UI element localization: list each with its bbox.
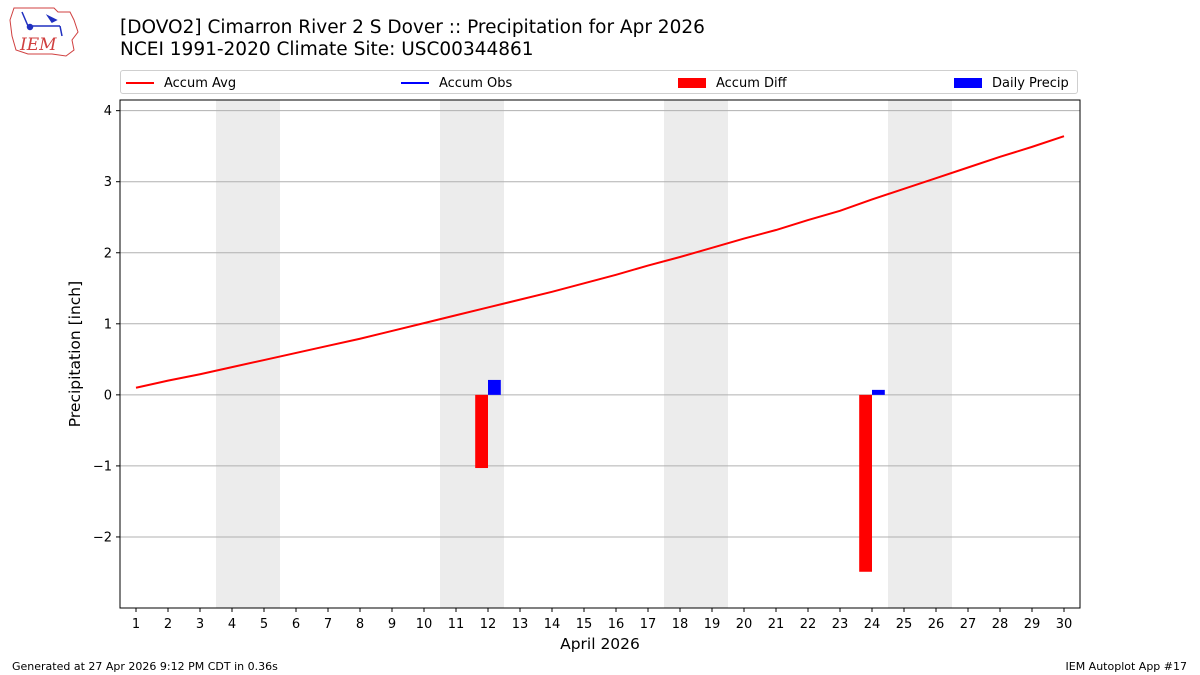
x-tick-label: 9 — [388, 617, 396, 632]
legend-label-accum-avg: Accum Avg — [164, 75, 237, 91]
x-tick-label: 27 — [960, 617, 977, 632]
logo-text: IEM — [19, 35, 57, 55]
y-tick-label: −1 — [93, 459, 112, 474]
weekend-shade-1 — [216, 100, 280, 608]
grid-lines — [120, 110, 1080, 538]
x-tick-label: 7 — [324, 617, 332, 632]
chart-title: [DOVO2] Cimarron River 2 S Dover :: Prec… — [120, 17, 705, 61]
y-tick-label: 0 — [104, 388, 112, 403]
app-label: IEM Autoplot App #17 — [1065, 660, 1188, 673]
legend-label-daily-precip: Daily Precip — [992, 75, 1069, 91]
generated-timestamp: Generated at 27 Apr 2026 9:12 PM CDT in … — [12, 660, 278, 673]
iem-logo: IEM — [9, 7, 79, 57]
x-tick-label: 25 — [896, 617, 913, 632]
x-tick-label: 1 — [132, 617, 140, 632]
x-tick-label: 4 — [228, 617, 236, 632]
x-tick-label: 6 — [292, 617, 300, 632]
legend-item-accum-diff: Accum Diff — [678, 74, 787, 92]
weather-station-icon — [21, 11, 63, 37]
legend-item-accum-obs: Accum Obs — [401, 74, 512, 92]
bar-series — [475, 379, 885, 572]
y-tick-label: 3 — [104, 175, 112, 190]
title-line-2: NCEI 1991-2020 Climate Site: USC00344861 — [120, 39, 534, 60]
legend-swatch-accum-obs — [401, 82, 429, 84]
x-tick-label: 15 — [576, 617, 593, 632]
bar-daily-precip-day-24 — [872, 389, 885, 395]
weekend-shade-4 — [888, 100, 952, 608]
x-tick-label: 11 — [448, 617, 465, 632]
legend-swatch-accum-avg — [126, 82, 154, 84]
bar-accum-diff-day-12 — [475, 394, 488, 469]
x-tick-label: 26 — [928, 617, 945, 632]
legend-item-daily-precip: Daily Precip — [954, 74, 1069, 92]
title-line-1: [DOVO2] Cimarron River 2 S Dover :: Prec… — [120, 17, 705, 38]
y-tick-label: −2 — [93, 530, 112, 545]
x-tick-label: 5 — [260, 617, 268, 632]
y-tick-label: 1 — [104, 317, 112, 332]
x-tick-label: 13 — [512, 617, 529, 632]
bar-daily-precip-day-12 — [488, 379, 501, 395]
x-tick-label: 17 — [640, 617, 657, 632]
plot-frame — [119, 99, 1081, 609]
line-series — [135, 135, 1065, 389]
x-tick-label: 28 — [992, 617, 1009, 632]
x-tick-label: 8 — [356, 617, 364, 632]
legend-item-accum-avg: Accum Avg — [126, 74, 236, 92]
x-tick-label: 22 — [800, 617, 817, 632]
y-axis: 4 3 2 1 0 −1 −2 — [93, 104, 120, 545]
x-tick-label: 18 — [672, 617, 689, 632]
x-tick-label: 30 — [1056, 617, 1073, 632]
x-tick-label: 2 — [164, 617, 172, 632]
x-tick-label: 21 — [768, 617, 785, 632]
y-tick-label: 4 — [104, 104, 112, 119]
legend-label-accum-diff: Accum Diff — [716, 75, 787, 91]
weekend-shade-2 — [440, 100, 504, 608]
weekend-shade-3 — [664, 100, 728, 608]
x-tick-label: 16 — [608, 617, 625, 632]
x-tick-label: 14 — [544, 617, 561, 632]
x-tick-label: 12 — [480, 617, 497, 632]
legend-label-accum-obs: Accum Obs — [439, 75, 513, 91]
x-tick-label: 24 — [864, 617, 881, 632]
x-tick-label: 23 — [832, 617, 849, 632]
bar-accum-diff-day-24 — [859, 394, 872, 572]
x-tick-label: 29 — [1024, 617, 1041, 632]
x-tick-label: 10 — [416, 617, 433, 632]
legend-swatch-daily-precip — [954, 78, 982, 88]
x-tick-label: 20 — [736, 617, 753, 632]
x-axis-title: April 2026 — [560, 635, 640, 653]
x-tick-label: 19 — [704, 617, 721, 632]
legend-swatch-accum-diff — [678, 78, 706, 88]
chart-legend: Accum Avg Accum Obs Accum Diff Daily Pre… — [120, 70, 1078, 94]
x-tick-label: 3 — [196, 617, 204, 632]
y-axis-title: Precipitation [inch] — [66, 281, 84, 427]
weekend-shading — [216, 100, 952, 608]
x-axis: 1 2 3 4 5 6 7 8 9 10 11 12 13 14 15 16 17 18 19 20 21 22 23 24 2… — [132, 608, 1072, 632]
y-tick-label: 2 — [104, 246, 112, 261]
line-accum-avg — [135, 135, 1065, 389]
